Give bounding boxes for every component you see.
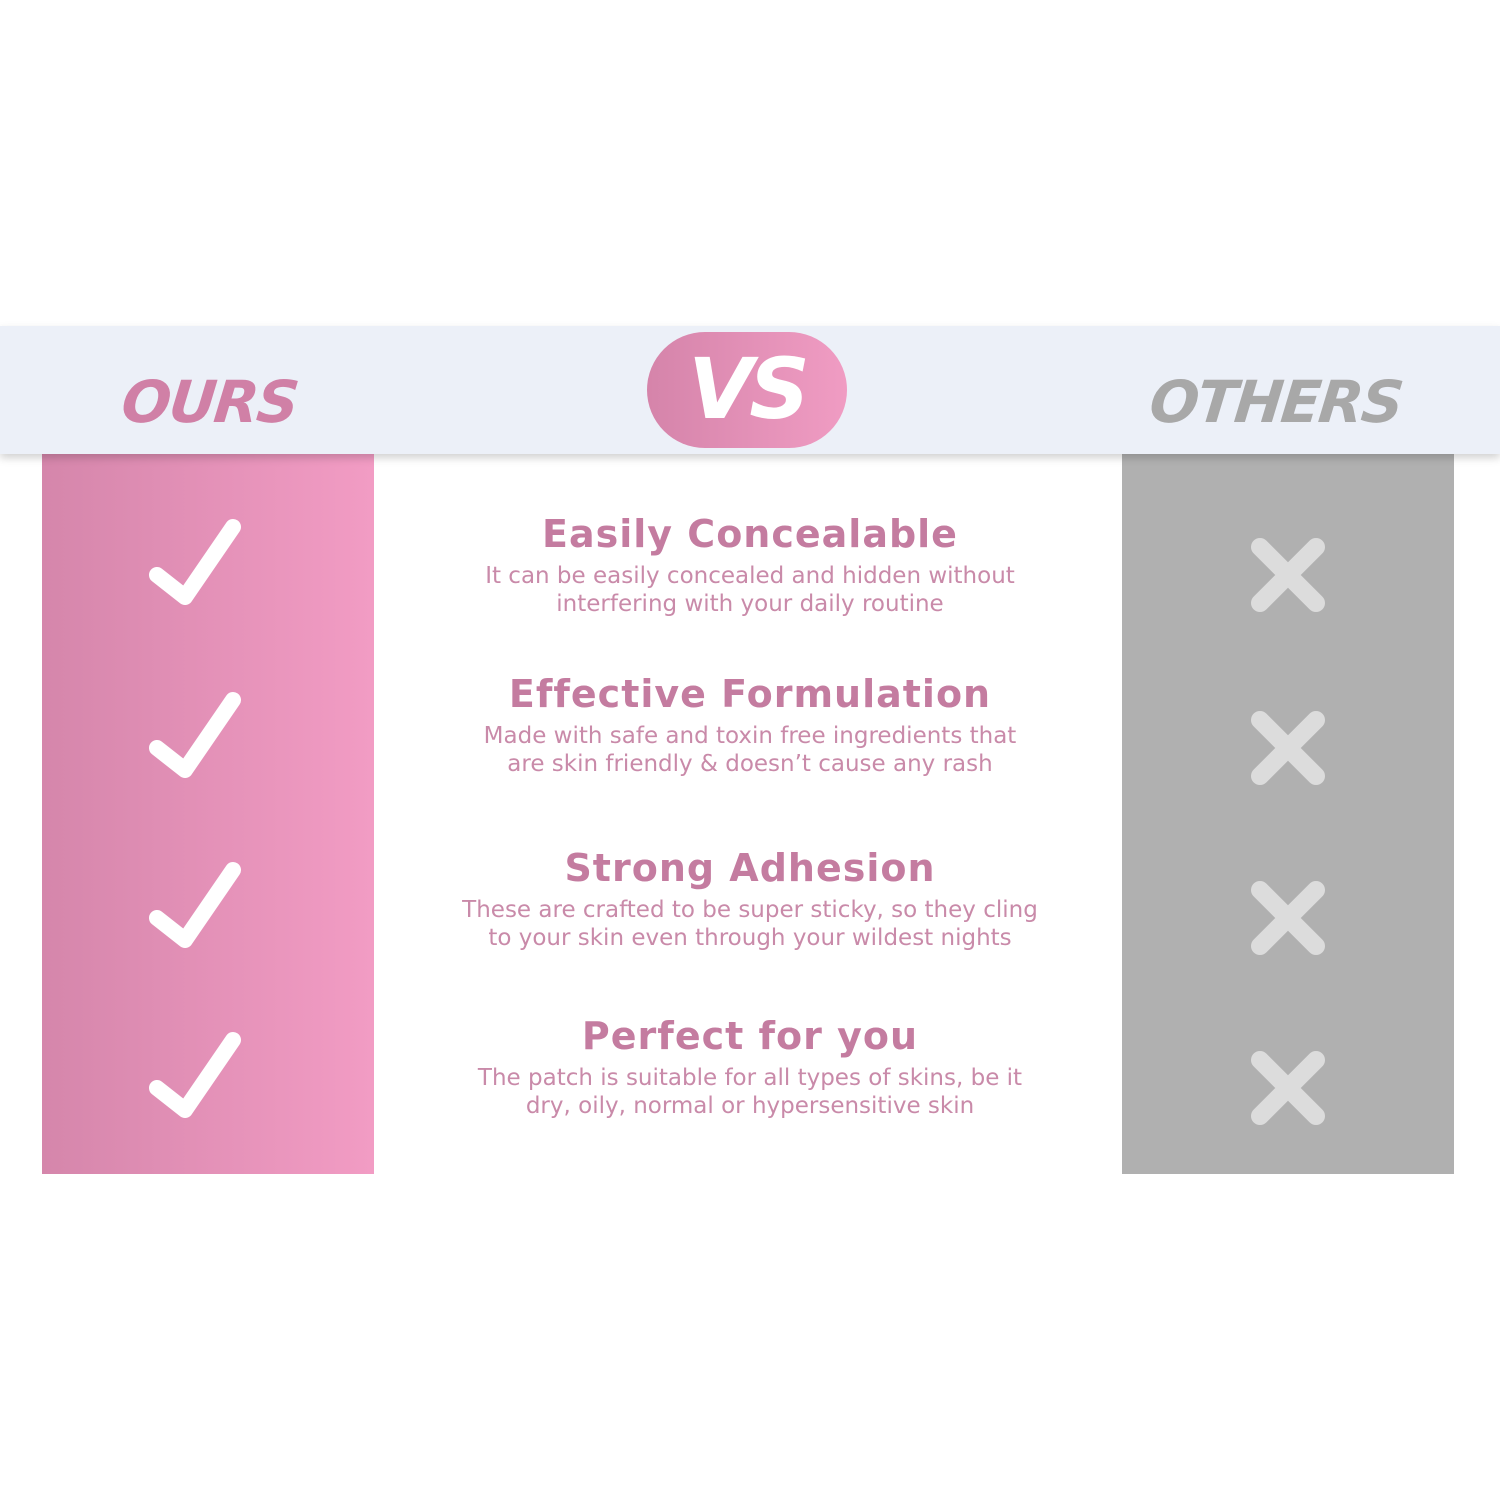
feature-row: Strong Adhesion These are crafted to be … <box>400 846 1100 952</box>
x-icon <box>1238 868 1338 968</box>
check-icon <box>145 688 245 788</box>
feature-description-line: These are crafted to be super sticky, so… <box>462 897 1038 923</box>
feature-title: Strong Adhesion <box>564 846 936 890</box>
feature-description-line: The patch is suitable for all types of s… <box>477 1065 1023 1091</box>
x-icon <box>1238 525 1338 625</box>
check-icon <box>145 858 245 958</box>
feature-row: Perfect for you The patch is suitable fo… <box>400 1014 1100 1120</box>
others-heading: OTHERS <box>1146 368 1406 436</box>
feature-description-line: to your skin even through your wildest n… <box>488 925 1012 951</box>
check-icon <box>145 515 245 615</box>
feature-row: Effective Formulation Made with safe and… <box>400 672 1100 778</box>
header-band: OURS VS OTHERS <box>0 326 1500 454</box>
feature-description-line: are skin friendly & doesn’t cause any ra… <box>507 751 993 777</box>
x-icon <box>1238 698 1338 798</box>
feature-title: Easily Concealable <box>542 512 958 556</box>
feature-description-line: It can be easily concealed and hidden wi… <box>485 563 1015 589</box>
feature-description-line: dry, oily, normal or hypersensitive skin <box>525 1093 975 1119</box>
x-icon <box>1238 1038 1338 1138</box>
ours-heading: OURS <box>118 368 301 436</box>
vs-badge: VS <box>647 332 847 448</box>
feature-description-line: interfering with your daily routine <box>556 591 944 617</box>
feature-title: Effective Formulation <box>508 672 992 716</box>
feature-title: Perfect for you <box>581 1014 919 1058</box>
check-icon <box>145 1028 245 1128</box>
feature-description-line: Made with safe and toxin free ingredient… <box>483 723 1017 749</box>
feature-row: Easily Concealable It can be easily conc… <box>400 512 1100 618</box>
